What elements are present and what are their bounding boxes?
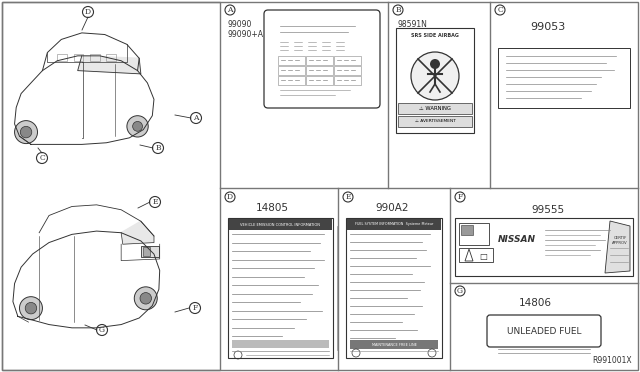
Bar (278, 56, 305, 65)
Bar (398, 116, 472, 127)
Bar (57, 54, 67, 61)
Circle shape (127, 116, 148, 137)
Circle shape (430, 59, 440, 69)
Bar (396, 28, 474, 133)
Text: G: G (99, 326, 105, 334)
Text: 14805: 14805 (255, 203, 289, 213)
Circle shape (134, 287, 157, 310)
Text: A: A (193, 114, 199, 122)
Text: F: F (458, 193, 463, 201)
Text: A: A (227, 6, 233, 14)
Bar (459, 248, 493, 262)
Text: B: B (155, 144, 161, 152)
Text: 99555: 99555 (531, 205, 564, 215)
Text: VEHICLE EMISSION CONTROL INFORMATION: VEHICLE EMISSION CONTROL INFORMATION (241, 222, 321, 227)
Bar (461, 225, 473, 235)
Bar (90, 54, 100, 61)
FancyBboxPatch shape (264, 10, 380, 108)
Circle shape (411, 52, 459, 100)
Text: G: G (457, 287, 463, 295)
Bar (143, 247, 150, 256)
Text: D: D (85, 8, 91, 16)
Polygon shape (605, 221, 630, 273)
Text: □: □ (479, 251, 487, 260)
Text: 990A2: 990A2 (375, 203, 409, 213)
Bar (232, 340, 329, 348)
Text: E: E (152, 198, 157, 206)
Circle shape (15, 121, 38, 144)
Bar (74, 54, 83, 61)
Text: C: C (497, 6, 503, 14)
Text: C: C (39, 154, 45, 162)
Text: NISSAN: NISSAN (498, 235, 536, 244)
Text: B: B (395, 6, 401, 14)
Text: 99053: 99053 (531, 22, 566, 32)
Bar (229, 219, 332, 230)
Circle shape (19, 297, 42, 320)
Text: ⚠ AVERTISSEMENT: ⚠ AVERTISSEMENT (415, 119, 456, 123)
Polygon shape (77, 56, 141, 74)
Bar (278, 76, 305, 85)
Text: FUEL SYSTEM INFORMATION  Systeme Moteur: FUEL SYSTEM INFORMATION Systeme Moteur (355, 222, 433, 227)
Circle shape (132, 121, 143, 131)
Circle shape (25, 302, 36, 314)
Text: R991001X: R991001X (593, 356, 632, 365)
Bar (455, 218, 633, 276)
Text: CERTIF
APPROV: CERTIF APPROV (612, 236, 628, 245)
Text: D: D (227, 193, 233, 201)
Bar (459, 223, 489, 245)
Bar (347, 219, 441, 230)
Text: 14806: 14806 (518, 298, 552, 308)
Text: E: E (345, 193, 351, 201)
Bar (350, 340, 438, 349)
Circle shape (20, 126, 32, 138)
Bar (346, 218, 442, 358)
FancyBboxPatch shape (487, 315, 601, 347)
Bar (2, 2, 220, 370)
Text: ⚠ WARNING: ⚠ WARNING (419, 106, 451, 110)
Text: F: F (193, 304, 198, 312)
Text: 98591N: 98591N (398, 20, 428, 29)
Bar (306, 56, 333, 65)
Bar (278, 66, 305, 75)
Bar (398, 103, 472, 114)
Bar (498, 48, 630, 108)
Bar (334, 76, 361, 85)
Text: SRS SIDE AIRBAG: SRS SIDE AIRBAG (411, 33, 459, 38)
Text: MAINTENANCE FREE LINE: MAINTENANCE FREE LINE (372, 343, 417, 346)
Bar (334, 66, 361, 75)
Bar (228, 218, 333, 358)
Text: UNLEADED FUEL: UNLEADED FUEL (507, 327, 581, 336)
Bar (106, 54, 116, 61)
Bar (334, 56, 361, 65)
Circle shape (140, 293, 152, 304)
Bar (141, 246, 159, 257)
Bar (306, 76, 333, 85)
Polygon shape (121, 221, 154, 244)
Bar (306, 66, 333, 75)
Text: 99090
99090+A: 99090 99090+A (228, 20, 264, 39)
